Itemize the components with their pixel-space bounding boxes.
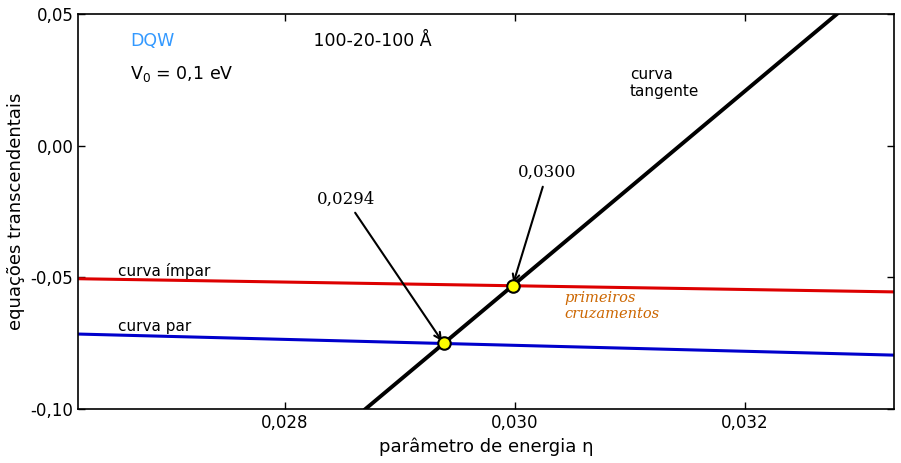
Text: curva par: curva par [118,319,192,334]
Text: curva
tangente: curva tangente [630,67,699,99]
Text: 100-20-100 Å: 100-20-100 Å [308,32,432,50]
Text: curva ímpar: curva ímpar [118,263,211,279]
Text: 0,0294: 0,0294 [317,191,441,339]
Text: V$_0$ = 0,1 eV: V$_0$ = 0,1 eV [130,64,233,84]
Y-axis label: equações transcendentais: equações transcendentais [7,93,25,330]
Text: DQW: DQW [130,32,174,50]
Text: 0,0300: 0,0300 [513,164,577,281]
Text: primeiros
cruzamentos: primeiros cruzamentos [564,291,660,321]
X-axis label: parâmetro de energia η: parâmetro de energia η [379,438,594,456]
